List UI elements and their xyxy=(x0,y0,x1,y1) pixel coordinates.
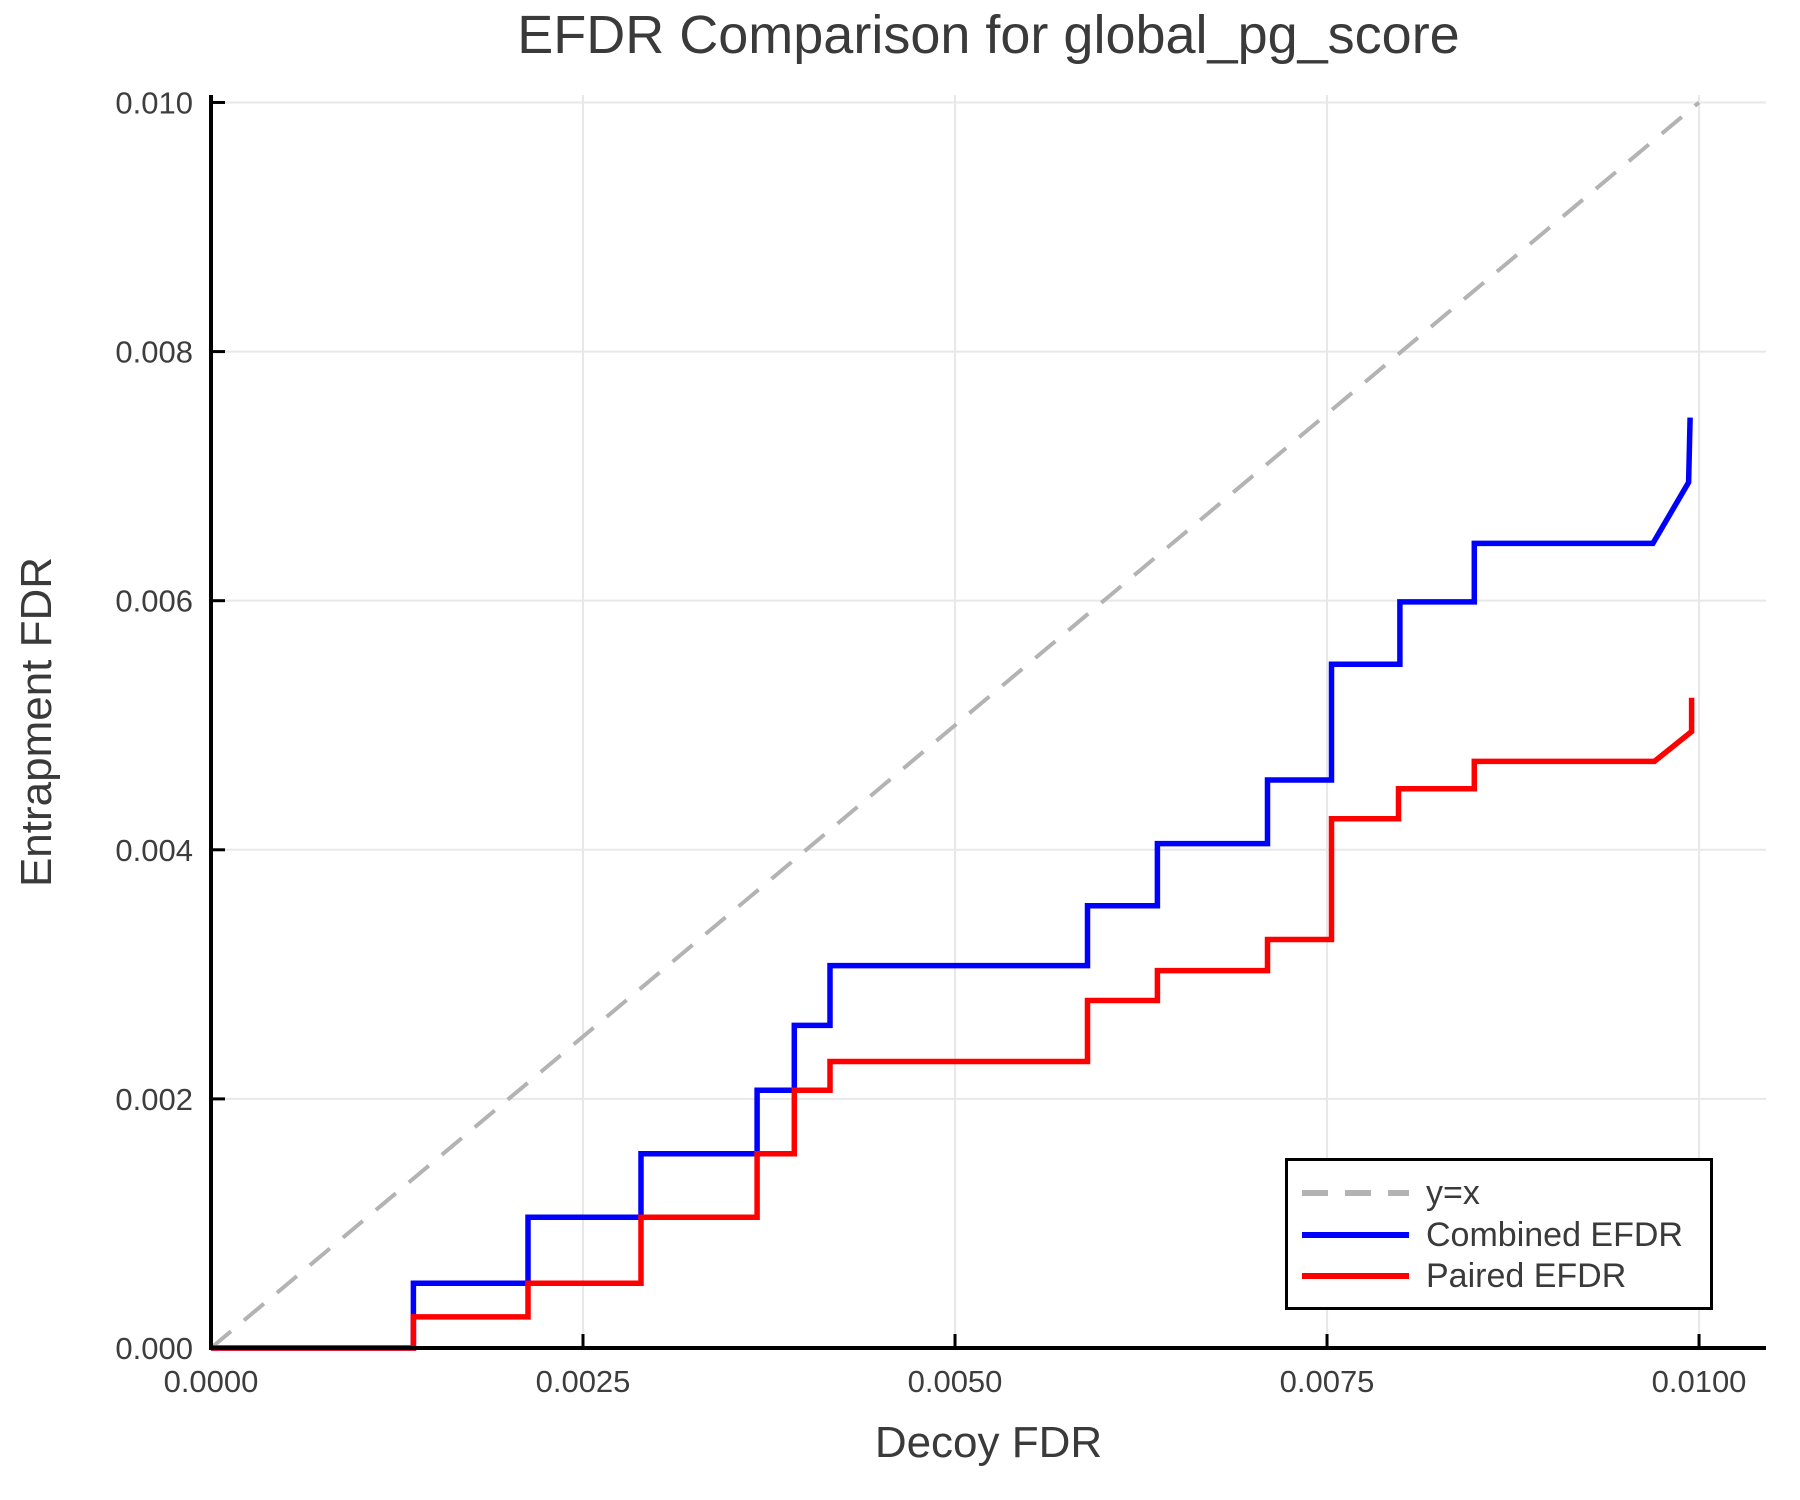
x-tick-label: 0.0100 xyxy=(1652,1364,1747,1399)
dashed-line-swatch xyxy=(1302,1190,1409,1196)
x-tick-label: 0.0000 xyxy=(164,1364,259,1399)
y-tick-label: 0.002 xyxy=(115,1082,193,1117)
legend-label-combined: Combined EFDR xyxy=(1426,1215,1683,1254)
chart-title: EFDR Comparison for global_pg_score xyxy=(517,5,1460,65)
y-tick-label: 0.006 xyxy=(115,584,193,619)
legend: y=x Combined EFDR Paired EFDR xyxy=(1285,1158,1713,1310)
legend-label-paired: Paired EFDR xyxy=(1426,1257,1627,1295)
legend-row-combined: Combined EFDR xyxy=(1302,1216,1694,1254)
legend-label-identity: y=x xyxy=(1426,1174,1480,1212)
ticks: 0.0000 0.0025 0.0050 0.0075 0.0100 0.000 0.002… xyxy=(115,85,1746,1399)
series-line-0 xyxy=(209,100,1701,1350)
blue-line-swatch xyxy=(1302,1231,1409,1238)
red-line-swatch xyxy=(1302,1273,1409,1279)
x-tick-label: 0.0075 xyxy=(1280,1364,1375,1399)
legend-row-identity: y=x xyxy=(1302,1174,1694,1212)
x-axis-label: Decoy FDR xyxy=(874,1418,1103,1467)
series-line-1 xyxy=(211,417,1693,1351)
legend-row-paired: Paired EFDR xyxy=(1302,1257,1694,1295)
y-axis-label: Entrapment FDR xyxy=(12,556,61,888)
x-tick-label: 0.0025 xyxy=(536,1364,631,1399)
y-tick-label: 0.008 xyxy=(115,335,193,370)
axes-spines xyxy=(209,95,1766,1350)
y-tick-label: 0.004 xyxy=(115,833,193,868)
y-tick-label: 0.010 xyxy=(115,85,193,120)
series-lines xyxy=(209,100,1701,1351)
x-tick-label: 0.0050 xyxy=(908,1364,1003,1399)
y-tick-label: 0.000 xyxy=(115,1331,193,1366)
series-line-2 xyxy=(211,697,1695,1351)
